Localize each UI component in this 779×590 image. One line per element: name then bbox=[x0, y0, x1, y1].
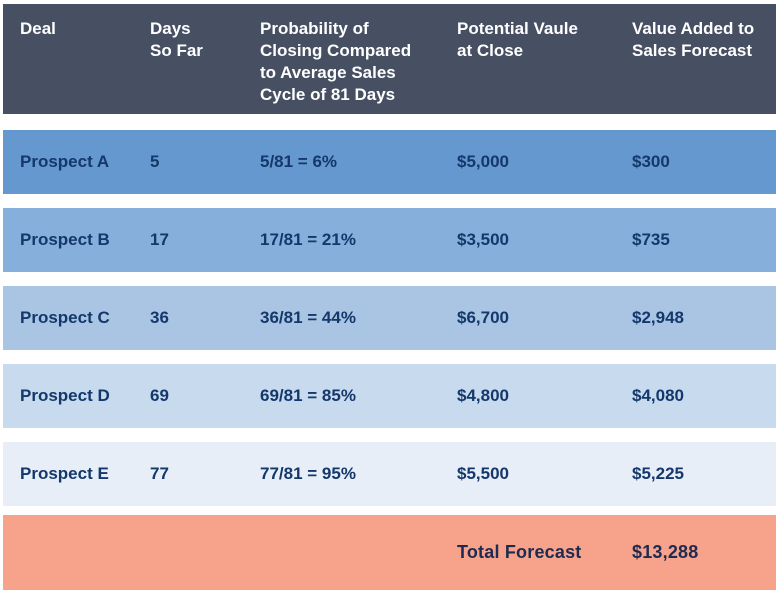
cell-value-added: $4,080 bbox=[632, 386, 684, 405]
cell-deal: Prospect C bbox=[20, 308, 110, 327]
cell-days: 17 bbox=[150, 230, 169, 249]
table-row: Prospect E 77 77/81 = 95% $5,500 $5,225 bbox=[3, 442, 776, 506]
table-row: Prospect D 69 69/81 = 85% $4,800 $4,080 bbox=[3, 364, 776, 428]
cell-potential-value: $6,700 bbox=[457, 308, 509, 327]
cell-days: 36 bbox=[150, 308, 169, 327]
table-row: Prospect A 5 5/81 = 6% $5,000 $300 bbox=[3, 130, 776, 194]
total-row: Total Forecast $13,288 bbox=[3, 515, 776, 590]
cell-probability: 17/81 = 21% bbox=[260, 230, 356, 249]
cell-probability: 69/81 = 85% bbox=[260, 386, 356, 405]
table-header: Deal Days So Far Probability of Closing … bbox=[3, 4, 776, 114]
header-days-so-far: Days So Far bbox=[150, 19, 203, 60]
cell-probability: 5/81 = 6% bbox=[260, 152, 338, 171]
cell-deal: Prospect A bbox=[20, 152, 110, 171]
cell-value-added: $2,948 bbox=[632, 308, 684, 327]
table-row: Prospect B 17 17/81 = 21% $3,500 $735 bbox=[3, 208, 776, 272]
cell-deal: Prospect D bbox=[20, 386, 110, 405]
cell-potential-value: $3,500 bbox=[457, 230, 509, 249]
cell-probability: 77/81 = 95% bbox=[260, 464, 356, 483]
table-row: Prospect C 36 36/81 = 44% $6,700 $2,948 bbox=[3, 286, 776, 350]
cell-deal: Prospect B bbox=[20, 230, 110, 249]
cell-deal: Prospect E bbox=[20, 464, 109, 483]
cell-days: 69 bbox=[150, 386, 169, 405]
cell-days: 77 bbox=[150, 464, 169, 483]
cell-potential-value: $5,500 bbox=[457, 464, 509, 483]
cell-days: 5 bbox=[150, 152, 160, 171]
total-forecast-label: Total Forecast bbox=[457, 542, 582, 562]
cell-probability: 36/81 = 44% bbox=[260, 308, 356, 327]
cell-value-added: $735 bbox=[632, 230, 670, 249]
total-forecast-value: $13,288 bbox=[632, 542, 699, 562]
header-deal: Deal bbox=[20, 19, 56, 38]
cell-value-added: $300 bbox=[632, 152, 670, 171]
cell-potential-value: $5,000 bbox=[457, 152, 509, 171]
cell-value-added: $5,225 bbox=[632, 464, 684, 483]
header-potential-value: Potential Vaule at Close bbox=[457, 19, 578, 60]
header-value-added: Value Added to Sales Forecast bbox=[632, 19, 755, 60]
cell-potential-value: $4,800 bbox=[457, 386, 509, 405]
header-probability: Probability of Closing Compared to Avera… bbox=[260, 19, 412, 104]
